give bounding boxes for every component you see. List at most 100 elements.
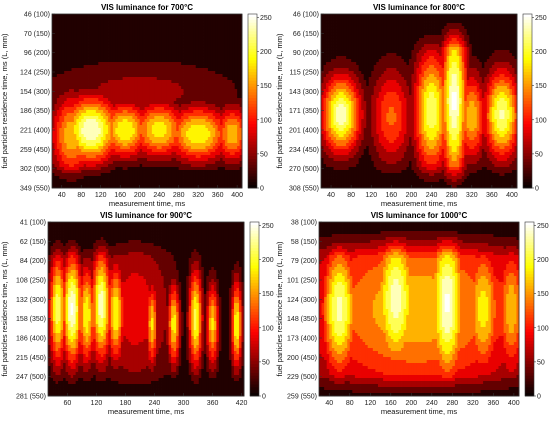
heatmap-cell	[122, 71, 126, 75]
heatmap-cell	[193, 38, 197, 42]
heatmap-cell	[168, 173, 172, 177]
heatmap-cell	[232, 62, 236, 66]
heatmap-cell	[61, 95, 65, 99]
heatmap-cell	[115, 125, 119, 129]
heatmap-cell	[59, 155, 63, 159]
heatmap-cell	[90, 26, 94, 30]
heatmap-cell	[78, 167, 82, 171]
heatmap-cell	[139, 161, 143, 165]
heatmap-cell	[64, 122, 68, 126]
heatmap-cell	[203, 38, 206, 42]
heatmap-cell	[168, 65, 172, 69]
heatmap-cell	[93, 89, 97, 93]
heatmap-cell	[205, 77, 209, 81]
heatmap-cell	[171, 41, 175, 45]
heatmap-cell	[239, 170, 243, 174]
heatmap-cell	[203, 83, 206, 87]
heatmap-cell	[151, 182, 155, 186]
heatmap-cell	[139, 59, 143, 63]
heatmap-cell	[137, 71, 141, 75]
heatmap-cell	[151, 101, 155, 105]
heatmap-cell	[173, 146, 177, 150]
heatmap-cell	[509, 23, 513, 27]
heatmap-cell	[207, 44, 211, 48]
heatmap-cell	[210, 14, 214, 18]
heatmap-cell	[239, 176, 243, 180]
heatmap-cell	[237, 179, 240, 183]
heatmap-cell	[73, 113, 77, 117]
heatmap-cell	[176, 140, 180, 144]
heatmap-cell	[237, 98, 240, 102]
heatmap-cell	[115, 80, 119, 84]
heatmap-cell	[198, 128, 201, 132]
heatmap-cell	[164, 53, 167, 57]
heatmap-cell	[54, 155, 58, 159]
heatmap-cell	[188, 77, 192, 81]
heatmap-cell	[173, 140, 177, 144]
heatmap-cell	[185, 53, 189, 57]
heatmap-cell	[137, 122, 141, 126]
heatmap-cell	[117, 80, 121, 84]
heatmap-cell	[90, 140, 94, 144]
heatmap-cell	[61, 14, 65, 18]
heatmap-cell	[129, 86, 133, 90]
heatmap-cell	[156, 29, 160, 33]
heatmap-cell	[103, 149, 106, 153]
heatmap-cell	[54, 107, 58, 111]
heatmap-cell	[144, 59, 148, 63]
heatmap-cell	[166, 122, 170, 126]
heatmap-cell	[239, 20, 243, 24]
heatmap-cell	[149, 128, 153, 132]
heatmap-cell	[78, 32, 82, 36]
heatmap-cell	[83, 80, 87, 84]
heatmap-cell	[161, 50, 165, 54]
heatmap-cell	[212, 59, 216, 63]
colorbar-band	[248, 156, 257, 160]
heatmap-cell	[333, 23, 337, 27]
heatmap-cell	[185, 50, 189, 54]
heatmap-cell	[176, 50, 180, 54]
heatmap-cell	[59, 68, 63, 72]
heatmap-cell	[203, 35, 206, 39]
heatmap-cell	[78, 44, 82, 48]
colorbar-tick-label: 250	[260, 15, 272, 22]
heatmap-cell	[200, 161, 204, 165]
heatmap-cell	[239, 122, 243, 126]
heatmap-cell	[120, 32, 124, 36]
heatmap-cell	[237, 149, 240, 153]
heatmap-cell	[188, 155, 192, 159]
heatmap-cell	[129, 35, 133, 39]
heatmap-cell	[142, 143, 145, 147]
heatmap-cell	[127, 56, 131, 60]
heatmap-cell	[178, 80, 182, 84]
heatmap-cell	[61, 182, 65, 186]
heatmap-cell	[103, 89, 106, 93]
heatmap-cell	[105, 50, 109, 54]
heatmap-cell	[203, 32, 206, 36]
heatmap-cell	[149, 62, 153, 66]
heatmap-cell	[239, 146, 243, 150]
heatmap-cell	[61, 20, 65, 24]
heatmap-cell	[239, 71, 243, 75]
heatmap-cell	[103, 29, 106, 33]
heatmap-cell	[159, 59, 163, 63]
heatmap-cell	[222, 122, 226, 126]
heatmap-cell	[183, 179, 187, 183]
heatmap-cell	[147, 170, 150, 174]
heatmap-cell	[181, 41, 184, 45]
heatmap-cell	[90, 95, 94, 99]
heatmap-cell	[108, 35, 111, 39]
heatmap-cell	[195, 17, 199, 21]
colorbar-tick-label: 0	[260, 186, 264, 193]
heatmap-cell	[76, 20, 80, 24]
heatmap-cell	[431, 23, 435, 27]
heatmap-cell	[117, 149, 121, 153]
heatmap-cell	[166, 164, 170, 168]
heatmap-cell	[93, 119, 97, 123]
heatmap-cell	[127, 17, 131, 21]
heatmap-cell	[220, 113, 223, 117]
heatmap-cell	[181, 107, 184, 111]
heatmap-cell	[142, 101, 145, 105]
heatmap-cell	[81, 119, 85, 123]
heatmap-cell	[54, 122, 58, 126]
